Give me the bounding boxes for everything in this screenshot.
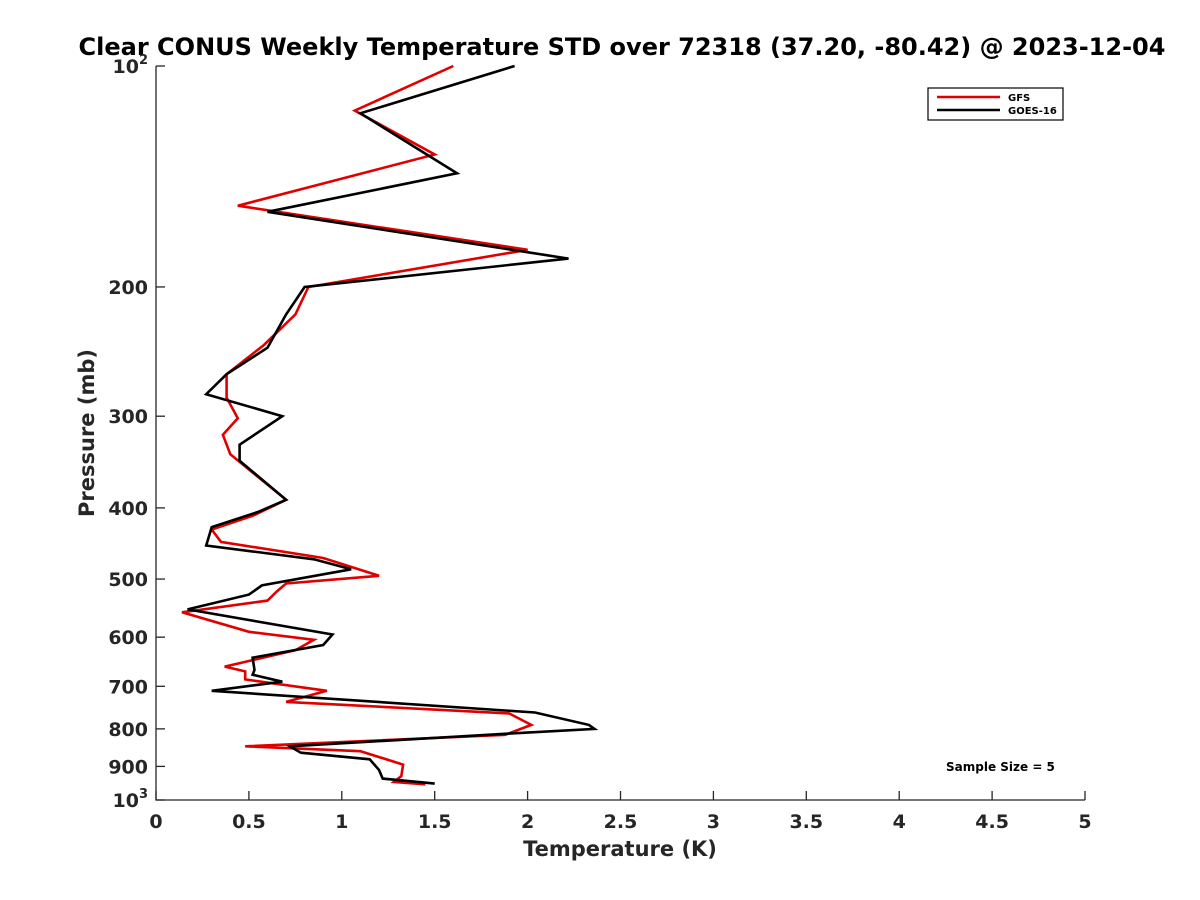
x-tick-label: 4.5	[975, 811, 1009, 833]
x-tick-label: 1	[335, 811, 348, 833]
y-tick-label: 400	[108, 498, 148, 520]
x-tick-label: 4	[893, 811, 906, 833]
legend-entry: GFS	[1008, 93, 1030, 104]
x-tick-label: 3	[707, 811, 720, 833]
x-tick-label: 3.5	[789, 811, 823, 833]
x-tick-label: 5	[1078, 811, 1091, 833]
y-tick-label: 103	[113, 787, 149, 812]
axes-frame	[155, 66, 1085, 801]
y-axis-label: Pressure (mb)	[75, 349, 99, 517]
plot-lines	[181, 64, 599, 786]
series-line-goes-16	[187, 64, 599, 785]
x-axis-label: Temperature (K)	[523, 837, 717, 861]
y-axis-ticks: 102 200 300 400 500 600 700 800 900 103	[108, 53, 165, 812]
sample-size-annotation: Sample Size = 5	[946, 760, 1055, 774]
legend: GFS GOES-16	[927, 87, 1064, 121]
x-tick-label: 2	[521, 811, 534, 833]
y-tick-label: 800	[108, 719, 148, 741]
x-tick-label: 0.5	[232, 811, 266, 833]
x-tick-label: 2.5	[604, 811, 638, 833]
y-tick-label: 102	[113, 53, 149, 78]
x-tick-label: 0	[149, 811, 162, 833]
series-line-gfs	[181, 64, 535, 786]
y-tick-label: 600	[108, 627, 148, 649]
x-axis-ticks: 0 0.5 1 1.5 2 2.5 3 3.5 4 4.5 5	[149, 791, 1092, 833]
x-tick-label: 1.5	[418, 811, 452, 833]
legend-entry: GOES-16	[1008, 106, 1057, 117]
chart-title: Clear CONUS Weekly Temperature STD over …	[79, 33, 1166, 61]
y-tick-label: 900	[108, 756, 148, 778]
y-tick-label: 300	[108, 406, 148, 428]
y-tick-label: 200	[108, 277, 148, 299]
legend-box	[927, 87, 1064, 121]
y-tick-label: 700	[108, 676, 148, 698]
y-tick-label: 500	[108, 569, 148, 591]
